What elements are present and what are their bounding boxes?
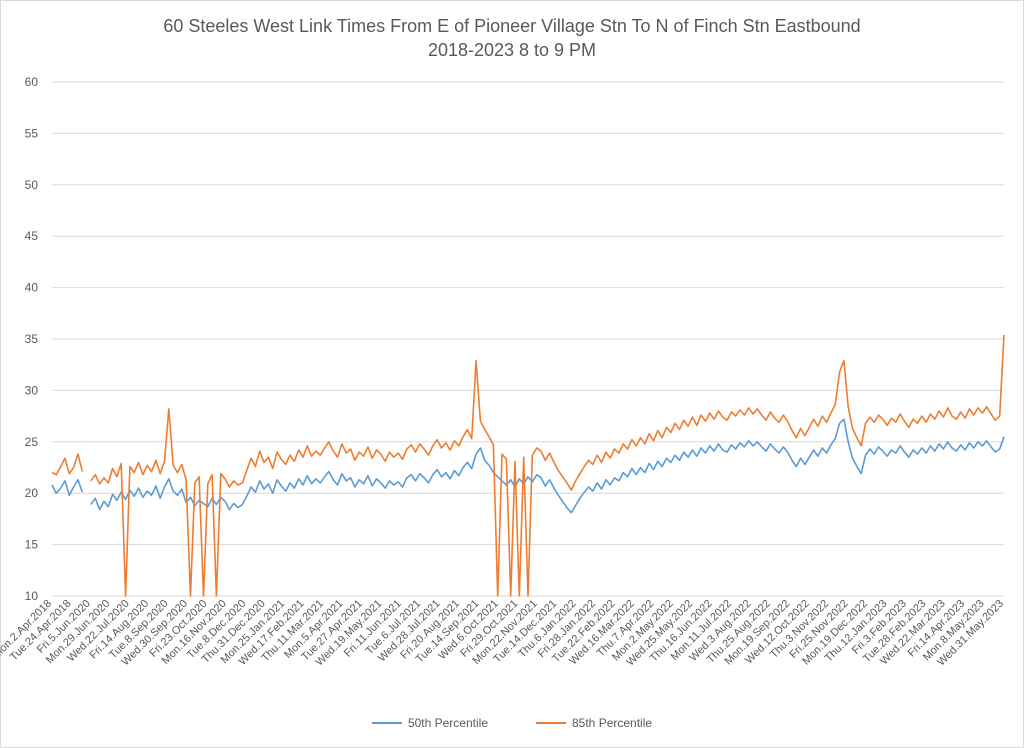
series-lines: [51, 334, 1005, 597]
y-tick-label: 55: [25, 126, 39, 140]
x-axis-tick-labels: Mon.2.Apr.2018Tue.24.Apr.2018Fri.5.Jun.2…: [0, 598, 1006, 669]
y-tick-label: 10: [25, 589, 39, 603]
legend-swatch-50th: [371, 722, 402, 724]
y-tick-label: 25: [25, 435, 39, 449]
chart-title-line-2: 2018-2023 8 to 9 PM: [427, 40, 597, 60]
y-tick-label: 30: [25, 383, 39, 397]
legend-swatch-85th: [536, 722, 566, 724]
legend-label-85th: 85th Percentile: [572, 716, 653, 730]
y-tick-label: 20: [25, 486, 39, 500]
gridlines: [52, 81, 1004, 597]
chart-title-line-1: 60 Steeles West Link Times From E of Pio…: [163, 16, 861, 36]
y-tick-label: 45: [25, 229, 39, 243]
series-line-50th-percentile: [51, 418, 1005, 514]
legend-item-50th: 50th Percentile: [371, 716, 488, 730]
y-tick-label: 40: [25, 281, 39, 295]
y-tick-label: 60: [25, 75, 39, 89]
chart-title: 60 Steeles West Link Times From E of Pio…: [0, 14, 1024, 62]
y-axis-tick-labels: 10 15 20 25 30 35 40 45 50 55 60: [25, 75, 39, 603]
legend: 50th Percentile 85th Percentile: [0, 716, 1024, 730]
y-tick-label: 35: [25, 332, 39, 346]
legend-label-50th: 50th Percentile: [407, 716, 488, 730]
legend-item-85th: 85th Percentile: [536, 716, 652, 730]
series-line-85th-percentile: [51, 334, 1005, 597]
y-tick-label: 50: [25, 178, 39, 192]
y-tick-label: 15: [25, 538, 39, 552]
